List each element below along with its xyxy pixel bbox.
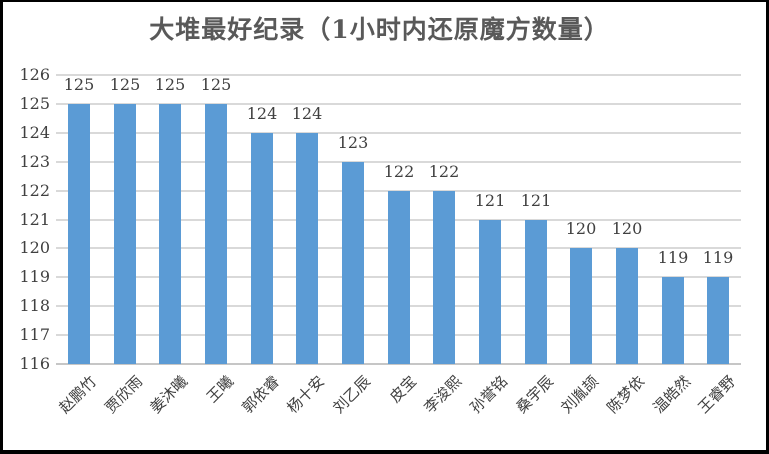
bar-桑宇辰: [525, 220, 547, 364]
bar-郭依睿: [251, 133, 273, 364]
bar-陈梦依: [616, 248, 638, 364]
gridline: [56, 161, 741, 163]
bar-姜沐曦: [159, 104, 181, 364]
x-axis-category-label: 温皓然: [649, 372, 695, 417]
data-label: 120: [611, 219, 643, 238]
data-label: 122: [428, 162, 460, 181]
x-axis-category-label: 姜沐曦: [146, 372, 192, 417]
bar-贾欣雨: [114, 104, 136, 364]
x-axis-category-label: 孙誉铭: [466, 372, 512, 417]
chart-title: 大堆最好纪录（1小时内还原魔方数量）: [149, 15, 610, 44]
x-axis-category-label: 刘胤颉: [557, 372, 603, 417]
y-axis-tick-label: 122: [19, 181, 50, 200]
y-axis-tick-label: 121: [19, 210, 50, 229]
x-axis-category-label: 李浚熙: [420, 372, 466, 417]
bar-李浚熙: [433, 191, 455, 364]
data-label: 124: [246, 104, 278, 123]
data-label: 125: [154, 75, 186, 94]
x-axis-category-label: 皮宝: [386, 372, 421, 407]
bar-刘乙辰: [342, 162, 364, 364]
bar-刘胤颉: [570, 248, 592, 364]
y-axis-tick-label: 117: [19, 325, 50, 344]
bar-赵鹏竹: [68, 104, 90, 364]
data-label: 124: [291, 104, 323, 123]
data-label: 119: [702, 248, 734, 267]
data-label: 120: [565, 219, 597, 238]
y-axis-tick-label: 123: [19, 152, 50, 171]
bar-王睿野: [707, 277, 729, 364]
x-axis-category-label: 王曦: [203, 372, 238, 407]
y-axis-tick-label: 116: [19, 354, 50, 373]
data-label: 125: [200, 75, 232, 94]
y-axis-tick-label: 118: [19, 296, 50, 315]
bar-王曦: [205, 104, 227, 364]
x-axis-category-label: 郭依睿: [238, 372, 284, 417]
y-axis-tick-label: 119: [19, 267, 50, 286]
data-label: 123: [337, 133, 369, 152]
data-label: 125: [109, 75, 141, 94]
gridline: [56, 74, 741, 76]
bar-杨十安: [296, 133, 318, 364]
bar-孙誉铭: [479, 220, 501, 364]
y-axis-tick-label: 125: [19, 94, 50, 113]
gridline: [56, 132, 741, 134]
gridline: [56, 103, 741, 105]
data-label: 122: [383, 162, 415, 181]
bar-温皓然: [662, 277, 684, 364]
y-axis-tick-label: 126: [19, 65, 50, 84]
y-axis-tick-label: 124: [19, 123, 50, 142]
x-axis-category-label: 刘乙辰: [329, 372, 375, 417]
data-label: 121: [520, 191, 552, 210]
data-label: 121: [474, 191, 506, 210]
x-axis-category-label: 陈梦依: [603, 372, 649, 417]
x-axis-category-label: 杨十安: [283, 372, 329, 417]
x-axis-category-label: 桑宇辰: [512, 372, 558, 417]
bar-皮宝: [388, 191, 410, 364]
x-axis-category-label: 赵鹏竹: [55, 372, 101, 417]
y-axis-tick-label: 120: [19, 238, 50, 257]
x-axis-category-label: 王睿野: [694, 372, 740, 417]
x-axis-line: [56, 363, 741, 365]
x-axis-category-label: 贾欣雨: [101, 372, 147, 417]
data-label: 119: [657, 248, 689, 267]
data-label: 125: [63, 75, 95, 94]
